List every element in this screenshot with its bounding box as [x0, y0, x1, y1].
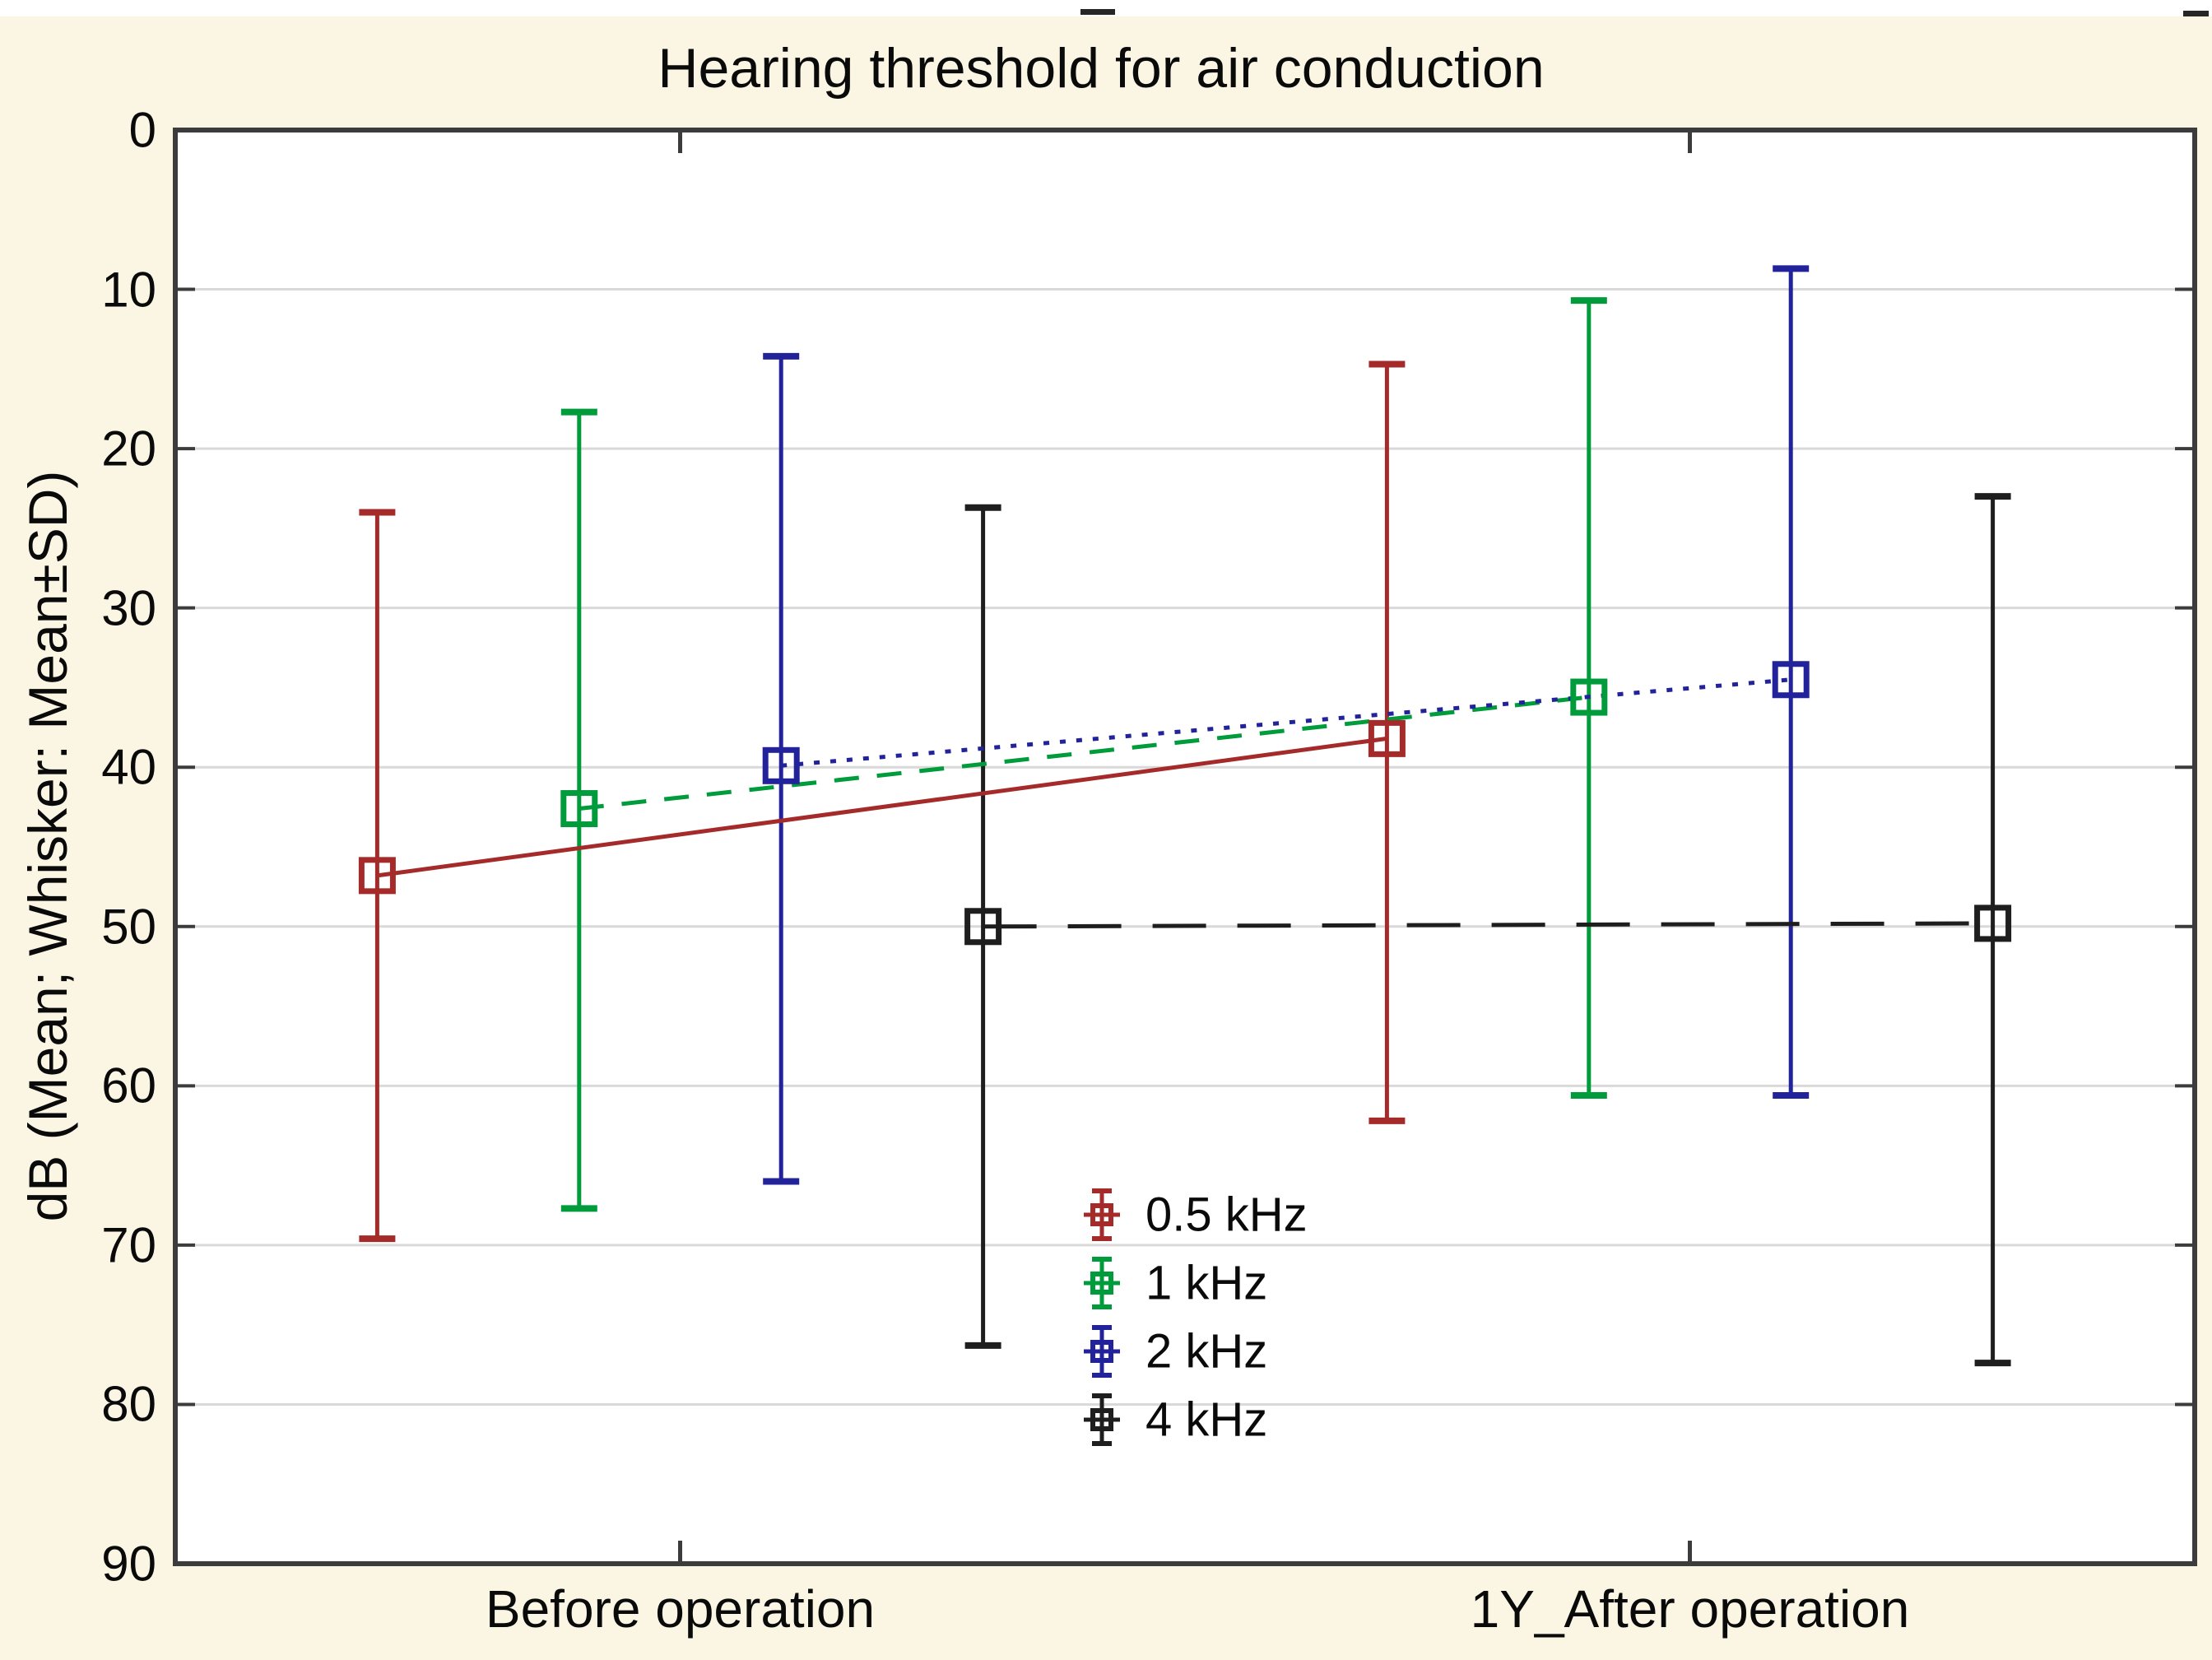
legend-glyph-part — [1090, 1203, 1113, 1226]
marker-1-khz-before-operation — [560, 790, 598, 828]
marker-0-5-khz-1y-after-operation — [1368, 719, 1406, 757]
marker-2-khz-before-operation — [762, 746, 800, 784]
legend-glyph-part — [1090, 1340, 1113, 1363]
marker-0-5-khz-before-operation — [358, 857, 396, 895]
y-tick-label-90: 90 — [101, 1536, 156, 1592]
legend-glyph-part — [1090, 1408, 1113, 1431]
x-category-label-1y-after-operation: 1Y_After operation — [1470, 1579, 1910, 1639]
series-line-0-5-khz — [377, 736, 1387, 878]
marker-1-khz-1y-after-operation — [1570, 678, 1608, 716]
chart-title: Hearing threshold for air conduction — [658, 37, 1545, 100]
plot-frame — [173, 128, 2197, 1566]
legend-glyph-part — [1090, 1272, 1113, 1295]
top-margin-strip — [0, 0, 2212, 16]
y-tick-label-0: 0 — [128, 102, 156, 158]
legend-label-1-khz: 1 kHz — [1146, 1256, 1268, 1310]
y-tick-label-70: 70 — [101, 1217, 156, 1273]
marker-4-khz-before-operation — [964, 908, 1002, 946]
y-tick-label-10: 10 — [101, 262, 156, 318]
legend-label-2-khz: 2 kHz — [1146, 1324, 1268, 1379]
y-tick-label-40: 40 — [101, 739, 156, 795]
legend-marker-icon-4-khz — [1084, 1393, 1120, 1446]
series-line-2-khz — [780, 677, 1791, 768]
y-tick-label-50: 50 — [101, 899, 156, 955]
marker-2-khz-1y-after-operation — [1772, 661, 1810, 699]
marker-4-khz-1y-after-operation — [1974, 904, 2012, 942]
y-tick-label-60: 60 — [101, 1058, 156, 1114]
y-tick-label-30: 30 — [101, 580, 156, 636]
plot-area — [175, 130, 2195, 1564]
legend-marker-icon-0-5-khz — [1084, 1188, 1120, 1241]
stray-mark — [1080, 9, 1115, 15]
y-tick-label-20: 20 — [101, 421, 156, 477]
y-tick-label-80: 80 — [101, 1376, 156, 1432]
legend-marker-icon-2-khz — [1084, 1325, 1120, 1378]
legend-marker-icon-1-khz — [1084, 1257, 1120, 1309]
legend-label-4-khz: 4 kHz — [1146, 1393, 1268, 1447]
x-category-label-before-operation: Before operation — [485, 1579, 876, 1639]
legend-label-0-5-khz: 0.5 kHz — [1146, 1188, 1308, 1242]
stray-mark — [2183, 11, 2209, 16]
